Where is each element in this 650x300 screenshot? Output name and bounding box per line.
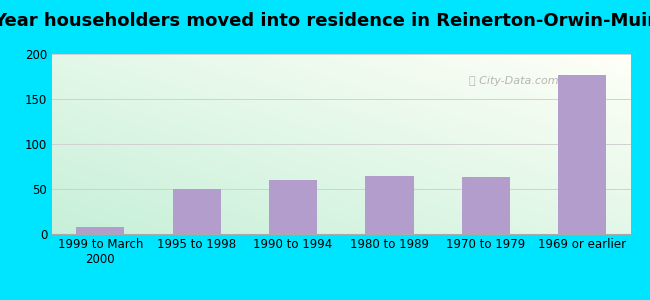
Bar: [172, 189, 221, 234]
Bar: [462, 177, 510, 234]
Text: ⓘ City-Data.com: ⓘ City-Data.com: [469, 76, 558, 85]
Bar: [76, 227, 124, 234]
Bar: [558, 75, 606, 234]
Bar: [269, 180, 317, 234]
Bar: [365, 176, 413, 234]
Text: Year householders moved into residence in Reinerton-Orwin-Muir: Year householders moved into residence i…: [0, 12, 650, 30]
